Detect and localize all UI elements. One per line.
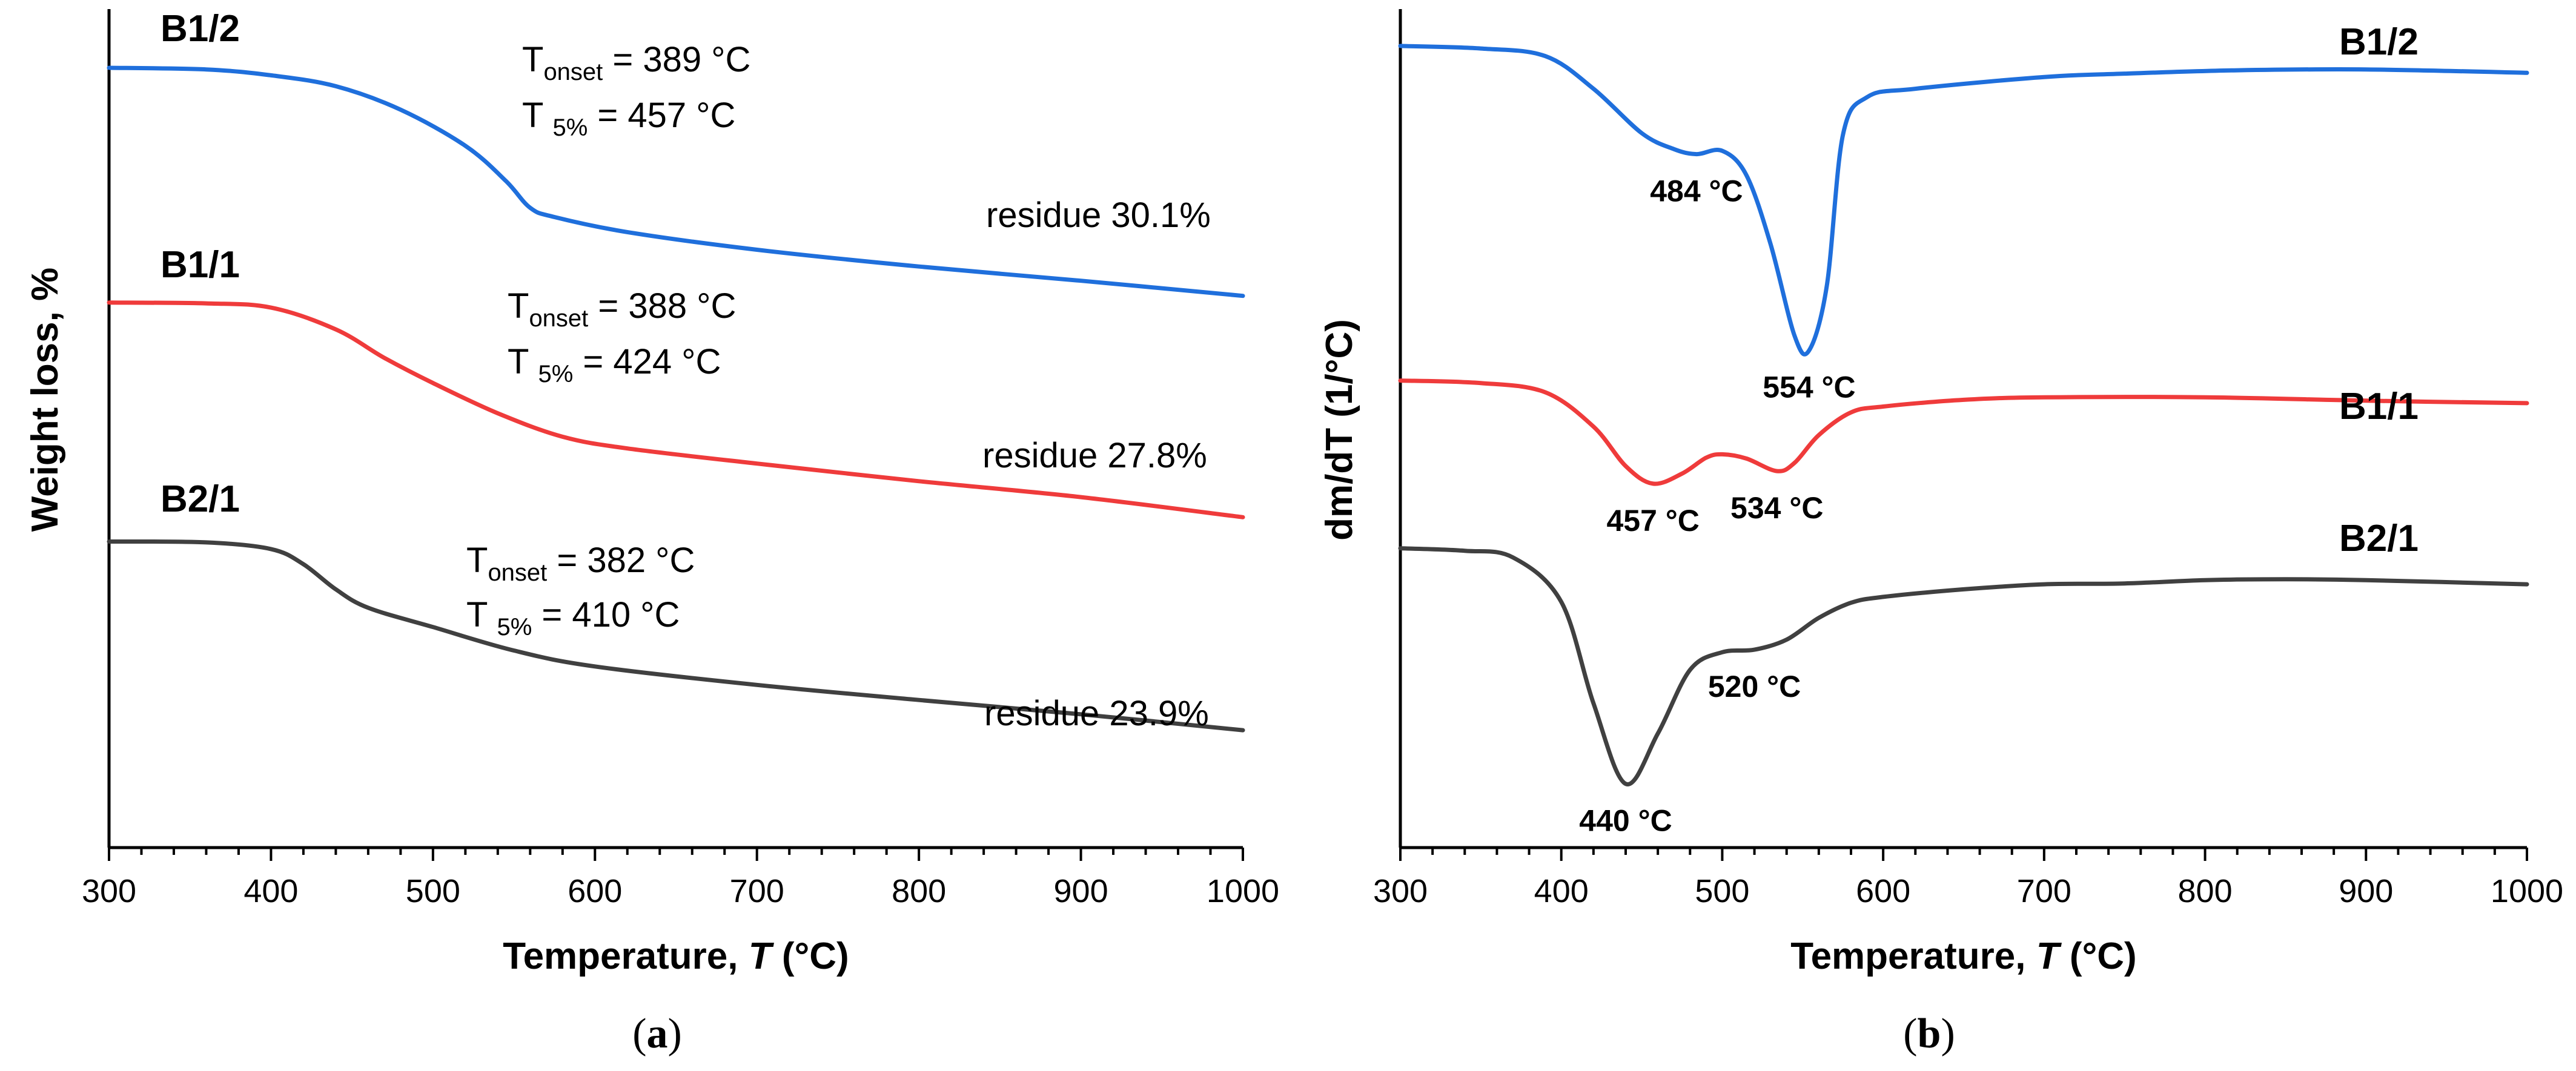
panel-b-x-tick-label: 900: [2339, 873, 2393, 909]
panel-a-series-label-b1-2: B1/2: [161, 8, 240, 50]
panel-b-series-line-b2-1: [1398, 546, 2529, 786]
panel-b-series-label-b1-1: B1/1: [2339, 386, 2419, 427]
panel-a-x-tick-label: 800: [892, 873, 946, 909]
panel-b-peak-label-b1-1: 534 °C: [1730, 491, 1823, 525]
panel-b-series-line-b1-1: [1398, 378, 2529, 486]
panel-a-series-label-b2-1: B2/1: [161, 478, 240, 520]
panel-b-peak-label-b1-2: 484 °C: [1650, 174, 1743, 208]
panel-b-x-tick-label: 400: [1534, 873, 1589, 909]
panel-a-t5-annotation-b1-1: T 5% = 424 °C: [508, 342, 721, 387]
panel-b-y-axis-title: dm/dT (1/°C): [1319, 319, 1360, 541]
panel-b: 300 400 500 600 700 800 900 1000 Tempera…: [1319, 9, 2563, 1057]
panel-a-series-label-b1-1: B1/1: [161, 244, 240, 286]
panel-a-series-line-b1-1: [107, 300, 1245, 519]
panel-a-series-line-b1-2: [107, 65, 1245, 298]
panel-a-x-ticks: [108, 848, 1244, 861]
panel-a-t5-annotation-b2-1: T 5% = 410 °C: [466, 595, 680, 641]
panel-b-x-axis-title: Temperature, T (°C): [1790, 935, 2136, 977]
panel-a: 300 400 500 600 700 800 900 1000 Tempera…: [24, 8, 1279, 1057]
panel-a-x-tick-label: 300: [82, 873, 136, 909]
panel-a-x-tick-label: 600: [568, 873, 622, 909]
panel-b-x-tick-label: 600: [1856, 873, 1910, 909]
panel-a-x-tick-label: 1000: [1207, 873, 1279, 909]
panel-b-series-label-b2-1: B2/1: [2339, 518, 2419, 559]
panel-a-caption: (a): [632, 1010, 682, 1057]
panel-b-x-tick-label: 500: [1695, 873, 1749, 909]
panel-b-x-tick-label: 800: [2178, 873, 2233, 909]
panel-a-series-line-b2-1: [107, 539, 1245, 733]
panel-b-peak-label-b1-2: 554 °C: [1763, 371, 1855, 404]
panel-a-x-axis-title: Temperature, T (°C): [503, 935, 849, 977]
panel-b-caption: (b): [1903, 1010, 1955, 1057]
panel-a-onset-annotation-b1-1: Tonset = 388 °C: [508, 286, 736, 332]
panel-a-x-tick-label: 500: [406, 873, 460, 909]
panel-b-series-line-b1-2: [1398, 44, 2529, 357]
panel-b-x-tick-label: 1000: [2491, 873, 2563, 909]
panel-a-x-tick-label: 900: [1054, 873, 1108, 909]
panel-a-onset-annotation-b2-1: Tonset = 382 °C: [466, 541, 695, 586]
panel-b-peak-label-b2-1: 520 °C: [1708, 670, 1801, 704]
panel-a-x-tick-label: 700: [730, 873, 784, 909]
panel-b-peak-label-b1-1: 457 °C: [1606, 504, 1699, 538]
panel-b-x-tick-label: 700: [2017, 873, 2071, 909]
panel-a-onset-annotation-b1-2: Tonset = 389 °C: [522, 40, 750, 85]
panel-b-peak-label-b2-1: 440 °C: [1579, 804, 1672, 838]
panel-a-t5-annotation-b1-2: T 5% = 457 °C: [522, 96, 735, 141]
panel-a-x-tick-label: 400: [243, 873, 298, 909]
panel-b-series-label-b1-2: B1/2: [2339, 21, 2419, 63]
panel-b-x-tick-label: 300: [1373, 873, 1428, 909]
panel-a-residue-b2-1: residue 23.9%: [984, 694, 1209, 733]
panel-a-residue-b1-1: residue 27.8%: [982, 436, 1207, 475]
panel-a-y-axis-title: Weight loss, %: [24, 268, 66, 532]
panel-b-x-ticks: [1399, 848, 2528, 861]
panel-a-residue-b1-2: residue 30.1%: [986, 196, 1211, 235]
